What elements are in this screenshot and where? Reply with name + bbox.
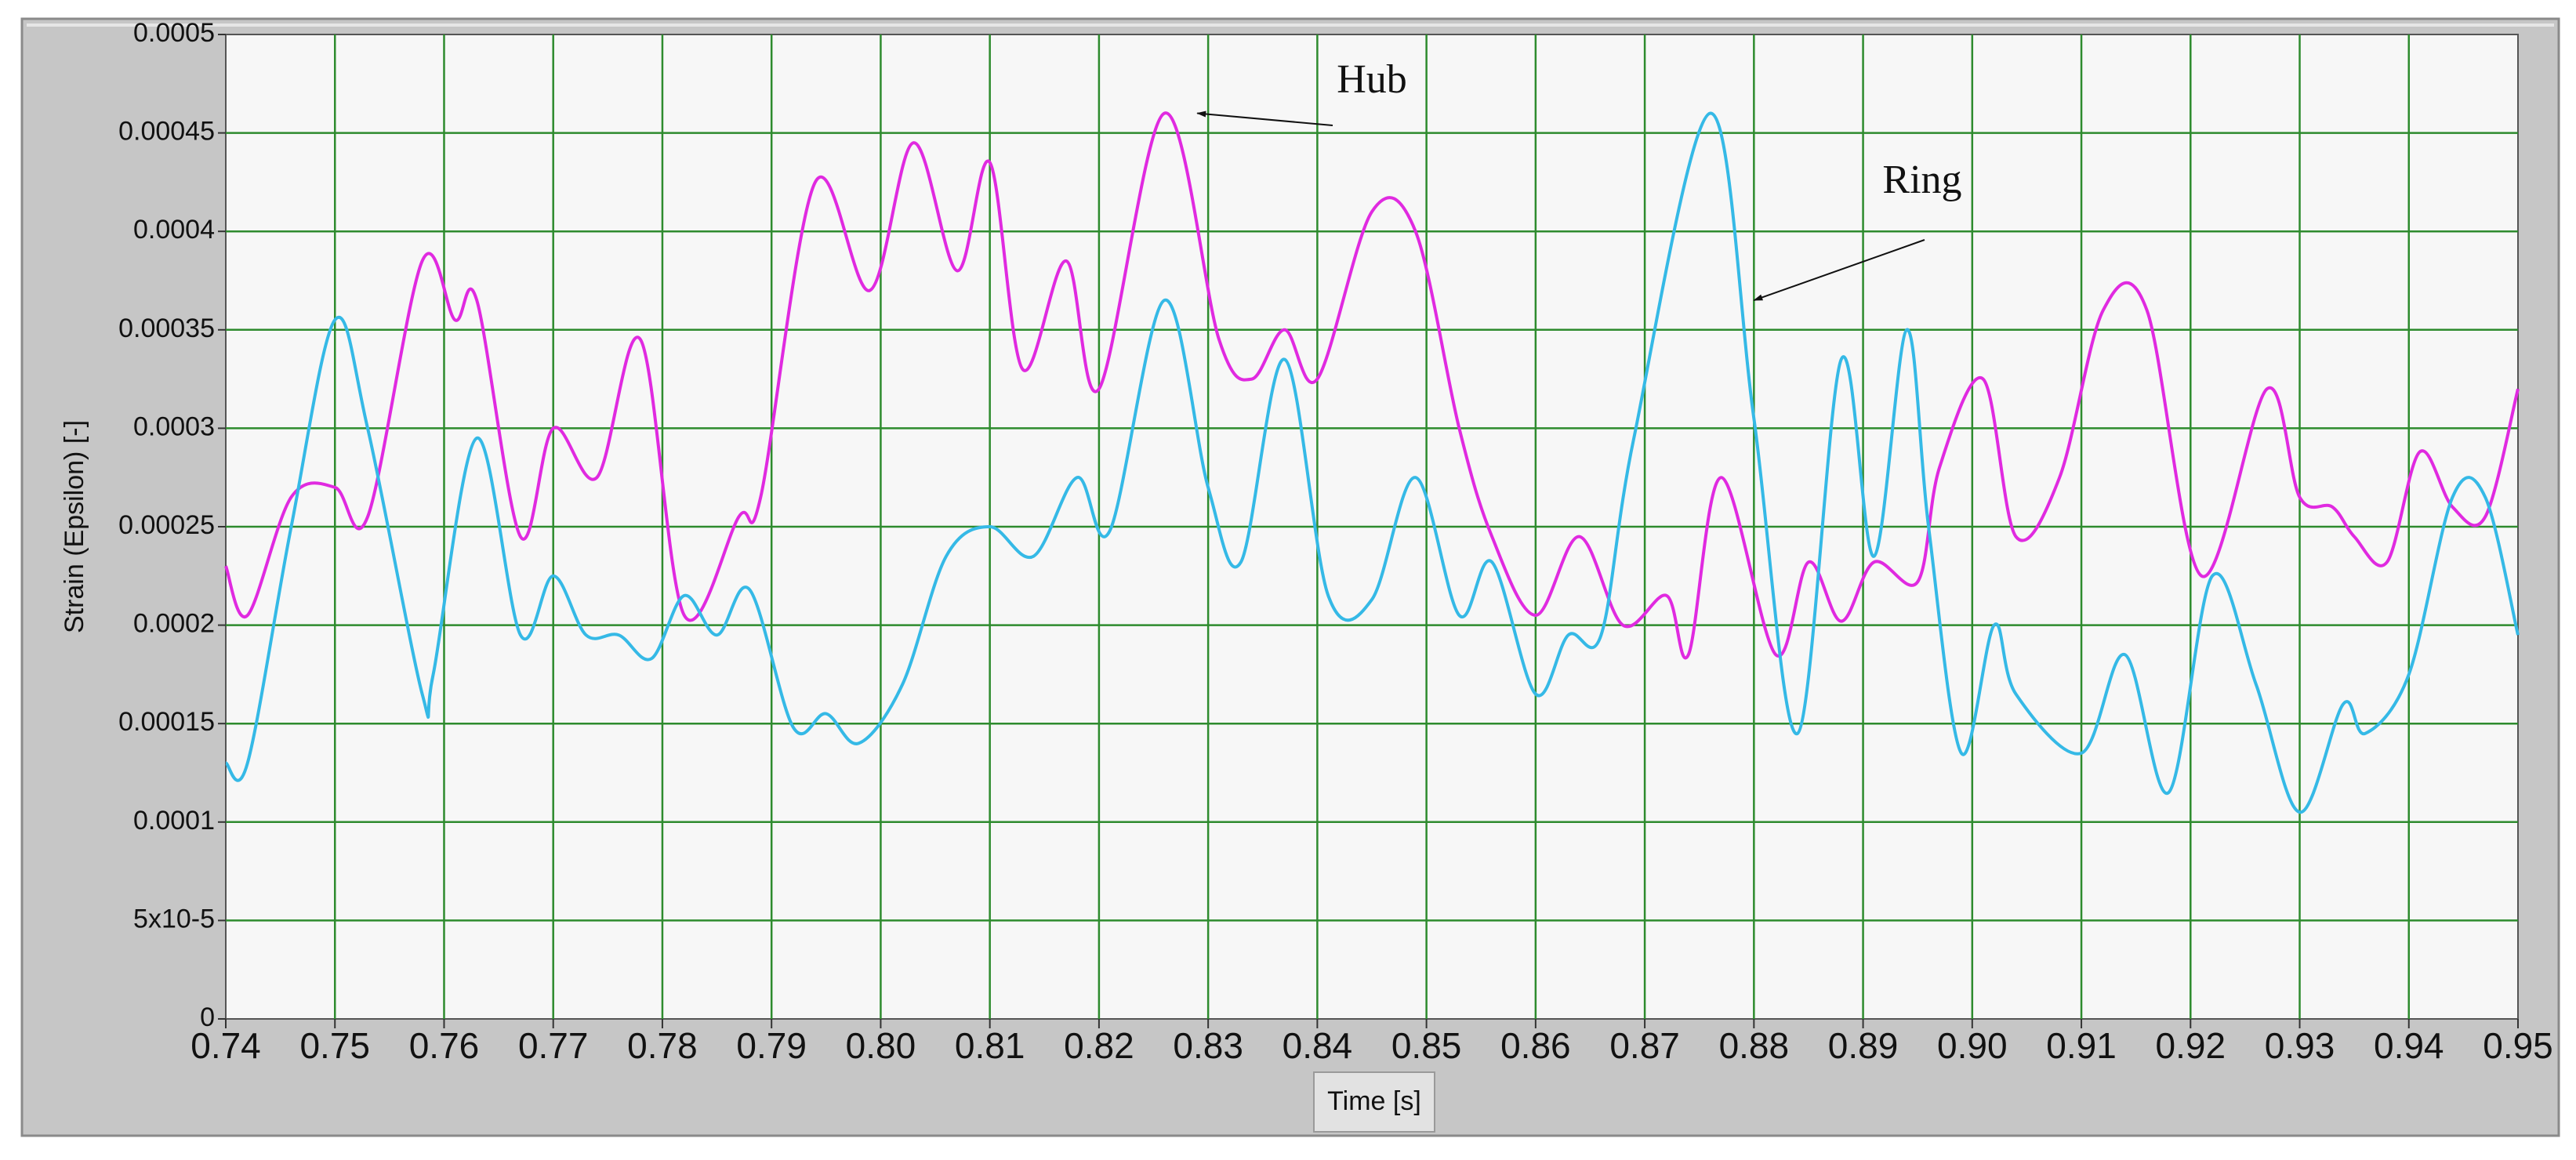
grid-layer bbox=[226, 34, 2518, 1019]
frame-highlight bbox=[27, 24, 2554, 27]
x-tick-label: 0.79 bbox=[736, 1025, 807, 1066]
x-tick-label: 0.89 bbox=[1828, 1025, 1899, 1066]
x-tick-label: 0.77 bbox=[518, 1025, 589, 1066]
tick-layer: 0 5x10-5 0.0001 0.00015 0.0002 0.00025 0.0003 0… bbox=[118, 18, 2553, 1066]
x-tick-label: 0.93 bbox=[2265, 1025, 2335, 1066]
x-tick-label: 0.82 bbox=[1064, 1025, 1134, 1066]
x-tick-label: 0.80 bbox=[846, 1025, 916, 1066]
x-axis-label-box bbox=[1313, 1071, 1435, 1133]
y-tick-label: 0.0004 bbox=[133, 215, 215, 245]
y-tick-label: 0.0002 bbox=[133, 609, 215, 639]
x-tick-label: 0.76 bbox=[409, 1025, 480, 1066]
series-line-hub bbox=[224, 111, 2520, 660]
x-tick-label: 0.83 bbox=[1173, 1025, 1243, 1066]
x-tick-label: 0.88 bbox=[1719, 1025, 1790, 1066]
x-tick-label: 0.81 bbox=[955, 1025, 1025, 1066]
x-tick-label: 0.94 bbox=[2374, 1025, 2444, 1066]
y-tick-label: 0.0003 bbox=[133, 411, 215, 441]
y-tick-label: 0.00035 bbox=[118, 314, 215, 343]
y-tick-label: 0.0005 bbox=[133, 18, 215, 48]
y-tick-label: 0.00045 bbox=[118, 117, 215, 147]
series-line-ring bbox=[224, 111, 2520, 814]
annotation-hub: Hub bbox=[1337, 57, 1407, 102]
series-layer bbox=[224, 111, 2520, 814]
y-tick-label: 0.0001 bbox=[133, 806, 215, 836]
x-axis-label: Time [s] bbox=[1327, 1086, 1421, 1116]
x-tick-label: 0.91 bbox=[2046, 1025, 2117, 1066]
y-tick-label: 0.00015 bbox=[118, 707, 215, 737]
x-tick-label: 0.74 bbox=[190, 1025, 261, 1066]
x-tick-label: 0.84 bbox=[1283, 1025, 1353, 1066]
y-tick-label: 5x10-5 bbox=[133, 904, 215, 933]
x-tick-label: 0.85 bbox=[1391, 1025, 1462, 1066]
annotation-layer: Hub Ring bbox=[1196, 57, 1962, 302]
x-tick-label: 0.86 bbox=[1500, 1025, 1571, 1066]
annotation-arrow-hub bbox=[1196, 111, 1333, 126]
x-tick-label: 0.75 bbox=[299, 1025, 370, 1066]
x-tick-label: 0.95 bbox=[2483, 1025, 2553, 1066]
x-tick-label: 0.90 bbox=[1937, 1025, 2008, 1066]
y-tick-label: 0.00025 bbox=[118, 510, 215, 540]
annotation-arrow-ring bbox=[1753, 239, 1925, 302]
x-tick-label: 0.78 bbox=[627, 1025, 698, 1066]
annotation-ring: Ring bbox=[1882, 158, 1961, 202]
x-tick-label: 0.92 bbox=[2156, 1025, 2226, 1066]
y-axis-label: Strain (Epsilon) [-] bbox=[60, 420, 89, 633]
y-tick-label: 0 bbox=[200, 1002, 215, 1032]
x-tick-label: 0.87 bbox=[1609, 1025, 1680, 1066]
